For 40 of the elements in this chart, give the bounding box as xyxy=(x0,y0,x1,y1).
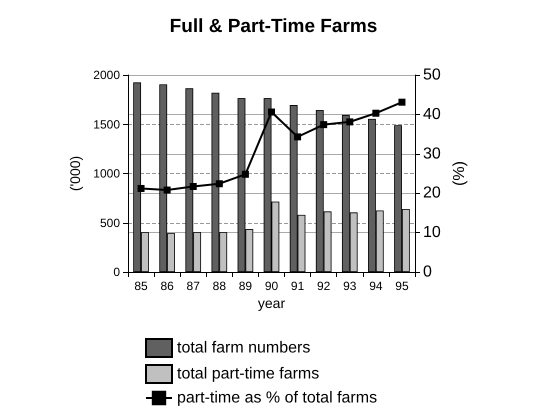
point xyxy=(320,121,328,128)
legend-label: total farm numbers xyxy=(177,340,310,356)
x-axis-title: year xyxy=(258,295,286,311)
x-tick-label: 93 xyxy=(343,279,357,293)
point xyxy=(372,110,380,117)
chart-title: Full & Part-Time Farms xyxy=(170,16,378,37)
y2-tick-label: 10 xyxy=(423,224,441,242)
point xyxy=(190,183,197,190)
x-tick-label: 86 xyxy=(160,279,174,293)
y2-tick-label: 20 xyxy=(423,184,441,202)
y2-tick-label: 30 xyxy=(423,145,441,162)
legend-label: part-time as % of total farms xyxy=(177,390,378,406)
point xyxy=(346,118,354,126)
y-tick-label: 0 xyxy=(113,265,120,279)
x-tick-label: 91 xyxy=(290,279,305,293)
legend-label: total part-time farms xyxy=(177,366,320,382)
point xyxy=(216,180,223,188)
y-tick-label: 1000 xyxy=(93,166,120,180)
point xyxy=(398,98,406,106)
x-tick-label: 94 xyxy=(369,279,383,293)
y2-tick-label: 0 xyxy=(423,264,432,280)
y2-tick-label: 50 xyxy=(423,66,441,84)
y-tick-label: 500 xyxy=(100,216,120,230)
x-tick-label: 88 xyxy=(212,279,226,293)
point xyxy=(268,108,275,116)
y-tick-label: 1500 xyxy=(93,117,120,132)
x-tick-label: 95 xyxy=(395,279,409,293)
point xyxy=(138,184,145,192)
x-tick-label: 90 xyxy=(264,279,278,293)
point xyxy=(164,186,171,194)
x-tick-label: 85 xyxy=(134,279,148,293)
x-tick-label: 87 xyxy=(186,279,200,293)
point xyxy=(242,170,249,178)
x-tick-label: 92 xyxy=(317,279,331,293)
x-tick-label: 89 xyxy=(238,279,252,293)
y2-axis-title: (%) xyxy=(451,161,468,186)
y-axis-title: ('000) xyxy=(67,156,83,192)
y2-tick-label: 40 xyxy=(423,106,441,123)
point xyxy=(294,133,302,140)
y-tick-label: 2000 xyxy=(93,68,120,82)
